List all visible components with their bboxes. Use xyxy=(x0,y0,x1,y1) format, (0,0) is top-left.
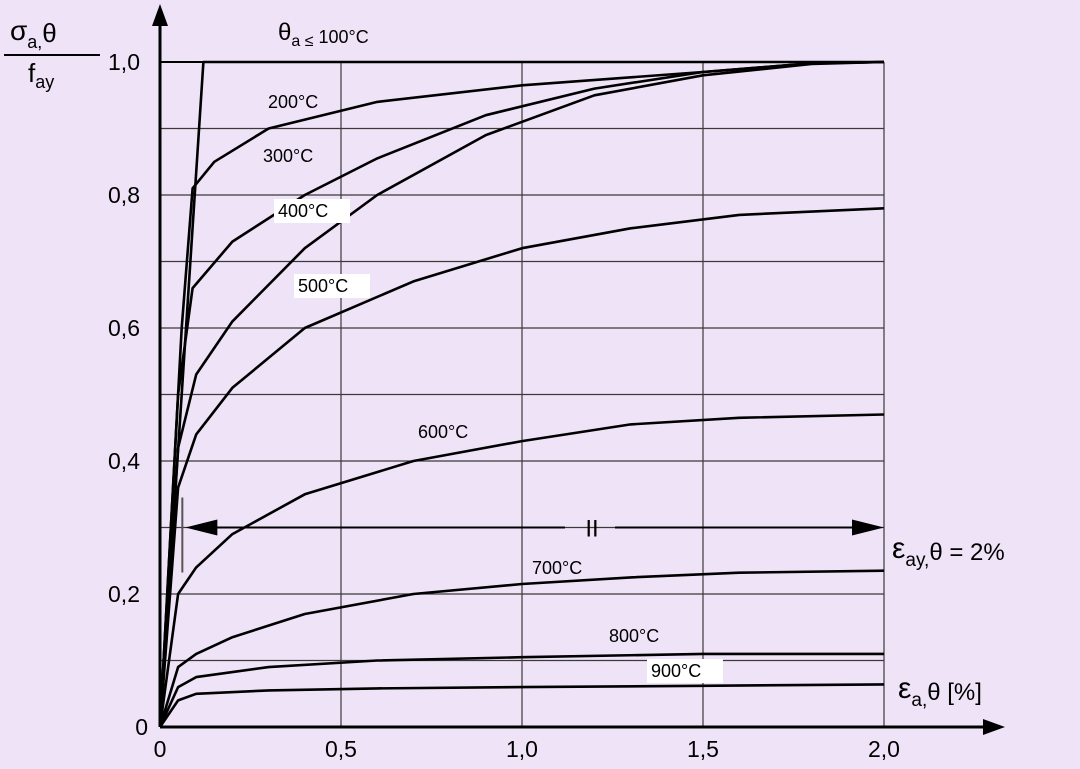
curve-label-700: 700°C xyxy=(532,558,582,578)
curve-label-300: 300°C xyxy=(263,146,313,166)
curve-label-500: 500°C xyxy=(298,276,348,296)
curve-label-ambient: θa ≤ 100°C xyxy=(278,19,369,50)
x-tick-label: 0 xyxy=(154,736,167,762)
y-tick-label: 0 xyxy=(135,714,148,740)
region-arrow-right-icon xyxy=(852,519,884,536)
curve-label-600: 600°C xyxy=(418,422,468,442)
strain-limit-label-sub: ay, xyxy=(905,550,929,571)
curve-label-800: 800°C xyxy=(609,626,659,646)
y-tick-label: 0,6 xyxy=(108,315,140,341)
label-sub: a ≤ xyxy=(291,33,313,50)
x-tick-label: 1,5 xyxy=(687,736,719,762)
curve-800C xyxy=(158,652,884,728)
x-axis-label-sub: a, xyxy=(911,690,927,711)
y-axis-label-main: σ xyxy=(10,15,27,46)
y-axis-label-sub: a, xyxy=(27,32,42,52)
label-main: θ xyxy=(278,19,291,46)
curve-label-200: 200°C xyxy=(268,92,318,112)
label-suffix: 100°C xyxy=(313,27,368,47)
curve-label-background xyxy=(274,199,350,223)
curve-900C xyxy=(158,683,885,728)
curves xyxy=(158,60,885,728)
y-axis-label: σa,θ xyxy=(10,15,57,52)
curve-500C xyxy=(158,207,885,728)
x-axis-label-suffix: θ [%] xyxy=(927,679,982,706)
x-tick-label: 0,5 xyxy=(325,736,357,762)
den-sub: ay xyxy=(35,72,54,92)
curve-label-background xyxy=(294,274,370,298)
strain-limit-label: εay,θ = 2% xyxy=(892,532,1005,571)
curve-600C xyxy=(158,413,885,728)
y-tick-label: 1,0 xyxy=(108,49,140,75)
y-tick-label: 0,4 xyxy=(108,448,140,474)
strain-limit-label-suffix: θ = 2% xyxy=(929,539,1004,566)
x-axis-label: εa,θ [%] xyxy=(898,672,982,711)
curve-700C xyxy=(158,569,885,728)
den-main: f xyxy=(28,58,36,88)
region-label: II xyxy=(585,516,598,543)
region-arrow-left-icon xyxy=(185,519,218,536)
x-tick-label: 1,0 xyxy=(506,736,538,762)
y-axis-label-suffix: θ xyxy=(42,18,56,48)
x-tick-label: 2,0 xyxy=(868,736,900,762)
y-axis-arrow-icon xyxy=(152,4,168,26)
y-tick-label: 0,8 xyxy=(108,182,140,208)
x-axis-label-main: ε xyxy=(898,672,911,705)
curve-400C xyxy=(158,60,885,728)
curve-label-400: 400°C xyxy=(278,201,328,221)
curve-label-900: 900°C xyxy=(651,661,701,681)
curve-label-background xyxy=(647,659,723,683)
axes xyxy=(152,4,1005,735)
x-axis-arrow-icon xyxy=(983,719,1005,735)
y-axis-label-denominator: fay xyxy=(28,58,54,92)
curve-300C xyxy=(158,60,885,728)
strain-limit-label-main: ε xyxy=(892,532,905,565)
y-tick-label: 0,2 xyxy=(108,581,140,607)
